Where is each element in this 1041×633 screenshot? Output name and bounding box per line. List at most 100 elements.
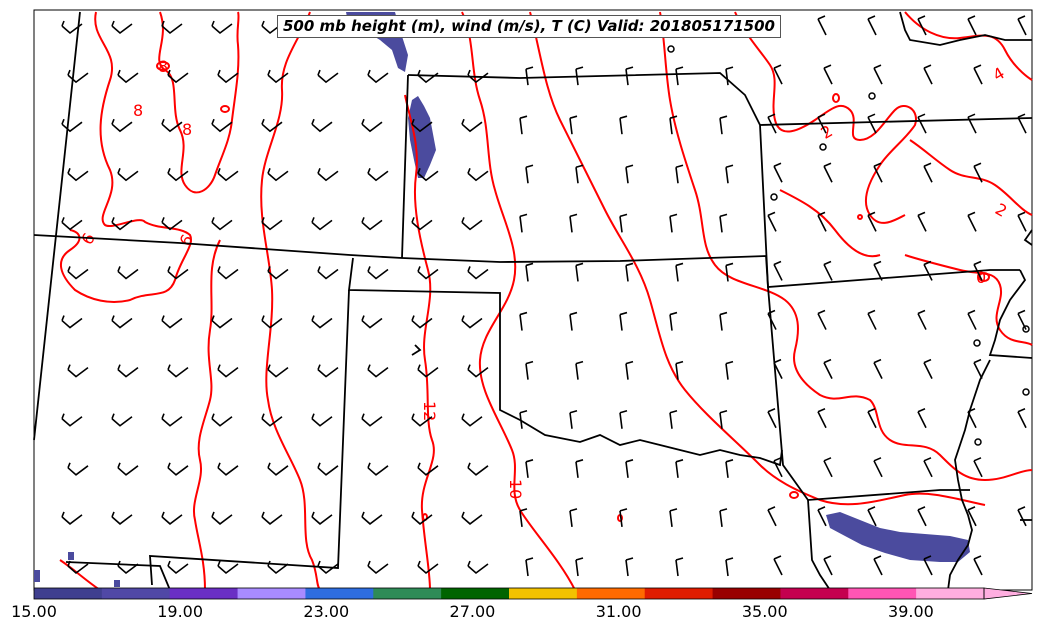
temperature-contour [734, 11, 917, 224]
wind-barb [873, 555, 883, 576]
wind-barb [367, 266, 389, 280]
temperature-contour [60, 11, 192, 303]
wind-barb [467, 364, 489, 378]
wind-barb [267, 364, 289, 378]
lake-markers [667, 45, 1030, 446]
wind-barb [217, 266, 239, 280]
wind-barb [619, 311, 628, 331]
wind-barb [917, 309, 927, 330]
wind-barb [67, 69, 89, 84]
height-fill-region [114, 580, 120, 587]
wind-barb [1017, 309, 1027, 330]
wind-barb [817, 211, 827, 232]
border-line [411, 344, 422, 356]
wind-barb [817, 506, 827, 527]
border-line [807, 499, 831, 591]
wind-barb [311, 413, 333, 427]
wind-barb [725, 66, 734, 86]
wind-barb [311, 118, 333, 133]
colorbar-tick-label: 39.00 [888, 602, 934, 621]
wind-barb [923, 162, 933, 183]
wind-barb [367, 167, 389, 182]
temperature-contour-loop [857, 214, 863, 220]
wind-barb-layer [61, 15, 1027, 577]
wind-barb [917, 113, 927, 134]
wind-barb [467, 462, 489, 476]
wind-barb [973, 358, 983, 379]
wind-barb [973, 555, 983, 576]
wind-barb [767, 211, 777, 232]
wind-barb [467, 560, 489, 575]
wind-barb [867, 113, 877, 134]
wind-barb [823, 260, 833, 281]
temperature-contour [461, 11, 576, 591]
wind-barb [411, 511, 433, 525]
wind-barb [675, 262, 684, 282]
wind-barb [967, 309, 977, 330]
wind-barb [675, 164, 684, 184]
colorbar [34, 587, 1033, 600]
colorbar-segment [644, 588, 714, 599]
lake-marker [868, 92, 876, 100]
wind-barb [575, 262, 584, 282]
wind-barb [61, 217, 83, 231]
wind-barb [367, 69, 389, 84]
colorbar-segment [712, 588, 781, 599]
colorbar-tick-label: 27.00 [449, 602, 496, 621]
wind-barb [167, 266, 189, 280]
border-line [988, 269, 1033, 359]
colorbar-tick-label: 35.00 [741, 602, 788, 621]
wind-barb [525, 557, 534, 577]
wind-barb [61, 20, 83, 35]
wind-barb [823, 162, 833, 183]
wind-barb [823, 358, 833, 379]
wind-barb [619, 508, 628, 528]
wind-barb [111, 315, 133, 329]
wind-barb [767, 506, 777, 527]
wind-barb [117, 560, 139, 575]
wind-barb [461, 118, 483, 133]
wind-barb [619, 115, 628, 135]
wind-barb [675, 360, 684, 380]
wind-barb [569, 311, 578, 331]
border-line [1023, 229, 1033, 246]
border-line [33, 234, 1020, 288]
wind-barb [217, 69, 239, 84]
lake-marker [770, 193, 778, 201]
wind-barb [217, 560, 239, 575]
wind-barb [1017, 407, 1027, 429]
wind-barb [967, 113, 977, 134]
wind-barb [725, 360, 734, 380]
wind-barb [575, 557, 584, 577]
border-line [899, 11, 1032, 46]
wind-barb [267, 167, 289, 182]
wind-barb [625, 66, 634, 86]
wind-barb [519, 508, 528, 528]
wind-barb [625, 262, 634, 282]
wind-barb [161, 118, 183, 133]
colorbar-segment [101, 588, 171, 599]
temperature-contour-loop [220, 105, 230, 113]
border-line [65, 561, 171, 591]
colorbar-frame [33, 587, 985, 600]
wind-barb [575, 360, 584, 380]
wind-barb [317, 364, 339, 378]
wind-barb [217, 364, 239, 378]
wind-barb [725, 557, 734, 577]
wind-barb [411, 217, 433, 231]
wind-barb [973, 260, 983, 281]
wind-barb [823, 457, 833, 478]
wind-barb [117, 69, 139, 84]
wind-barb [625, 360, 634, 380]
wind-barb [719, 115, 728, 135]
wind-barb [619, 213, 628, 233]
temperature-contour [260, 11, 321, 591]
wind-barb [675, 557, 684, 577]
temperature-contour-loop [832, 93, 840, 103]
wind-barb [117, 266, 139, 280]
wind-barb [767, 309, 777, 330]
wind-barb [361, 413, 383, 427]
colorbar-segment [916, 588, 985, 599]
contour-label: 12 [420, 401, 439, 421]
wind-barb [725, 459, 734, 478]
